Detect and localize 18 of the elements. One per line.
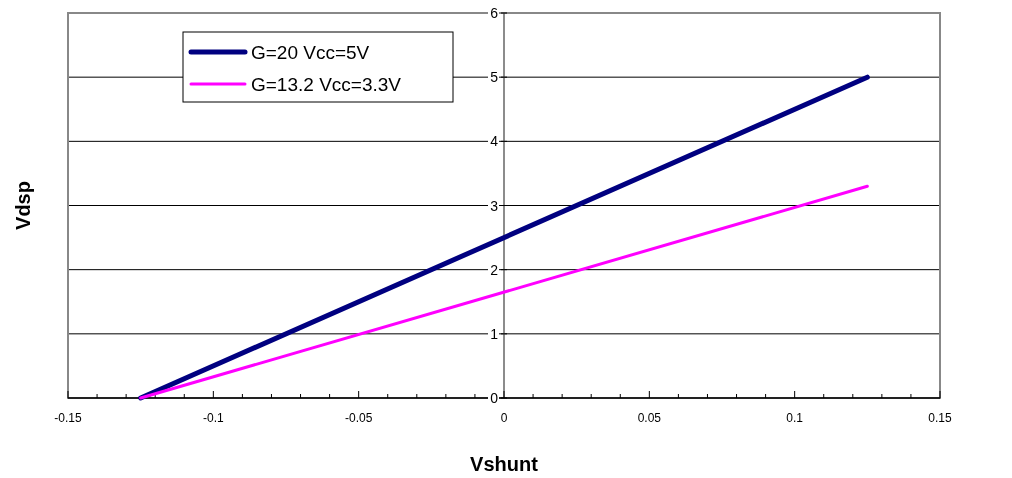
x-tick-label: -0.05 bbox=[344, 411, 373, 425]
x-tick-label: 0.1 bbox=[786, 411, 804, 425]
y-tick-label: 1 bbox=[490, 325, 499, 342]
x-tick-label: -0.1 bbox=[202, 411, 224, 425]
x-tick-label: -0.15 bbox=[54, 411, 82, 425]
y-axis-title: Vdsp bbox=[12, 181, 34, 230]
y-tick-label: 3 bbox=[490, 197, 499, 214]
x-tick-label: 0.15 bbox=[928, 411, 952, 425]
y-tick-label: 4 bbox=[490, 133, 499, 150]
legend-label: G=13.2 Vcc=3.3V bbox=[251, 74, 402, 95]
y-tick-label: 5 bbox=[490, 69, 499, 86]
x-axis-title: Vshunt bbox=[470, 453, 539, 475]
x-tick-label: 0.05 bbox=[637, 411, 662, 425]
x-tick-label: 0 bbox=[500, 411, 508, 425]
y-tick-label: 6 bbox=[490, 5, 499, 21]
legend-label: G=20 Vcc=5V bbox=[251, 42, 370, 63]
y-tick-label: 0 bbox=[490, 390, 499, 406]
y-tick-label: 2 bbox=[490, 261, 499, 278]
